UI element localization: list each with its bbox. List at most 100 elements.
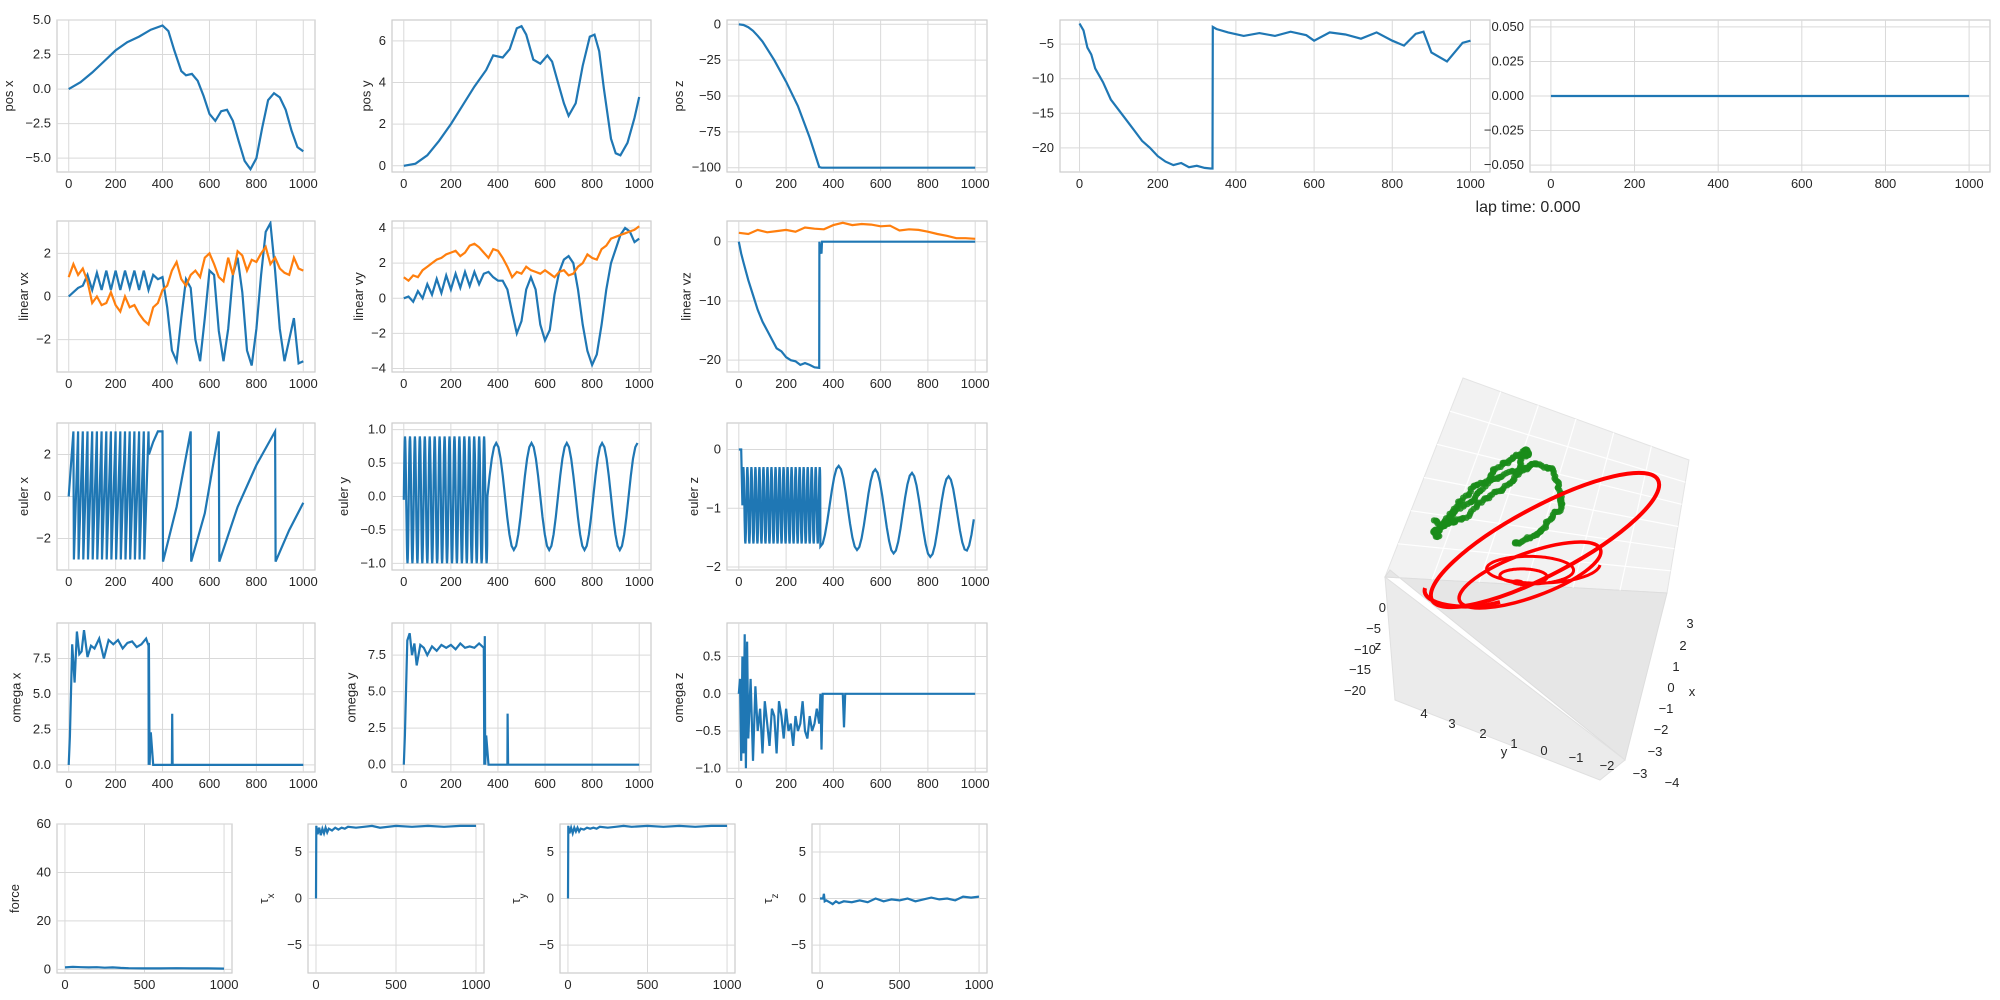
x-tick-label: 0	[400, 176, 407, 191]
y-tick-label: −2	[36, 531, 51, 546]
x-tick-label: 800	[246, 574, 268, 589]
pane-side	[1384, 575, 1626, 781]
x-tick-label: 800	[246, 376, 268, 391]
series-line-blue	[820, 893, 980, 906]
trajectory-red-line	[1422, 470, 1662, 610]
y-tick-label: −50	[699, 88, 721, 103]
chart-euly: 0 200 400 600 800 1000 −1.0 −0.5 0.0 0.5 1.0 euler …	[336, 422, 654, 589]
series-line-blue	[67, 629, 304, 766]
y-tick-label: 0	[44, 289, 51, 304]
y-tick-label: 0.025	[1491, 53, 1524, 68]
y-tick-label: −2	[36, 332, 51, 347]
y-tick-label: 2.5	[368, 720, 386, 735]
x-tick-label: 0	[65, 376, 72, 391]
x-tick-label: 600	[870, 376, 892, 391]
x-tick-label: 0	[735, 574, 742, 589]
y-axis-label: euler y	[336, 476, 351, 516]
x-tick-label-3d: 2	[1679, 638, 1686, 653]
y-axis-label: pos x	[1, 80, 16, 112]
x-axis-label-3d: x	[1689, 684, 1696, 699]
x-tick-label: 600	[199, 376, 221, 391]
y-tick-label: 0	[44, 961, 51, 976]
y-tick-label: 0	[714, 441, 721, 456]
x-tick-label: 500	[889, 977, 911, 992]
chart-eulx: 0 200 400 600 800 1000 −2 0 2 euler x	[16, 422, 318, 589]
y-tick-label: −0.025	[1484, 123, 1524, 138]
y-tick-label: 2	[379, 255, 386, 270]
y-tick-label: −20	[699, 352, 721, 367]
x-tick-label: 0	[735, 376, 742, 391]
y-tick-label-3d: −4	[1665, 775, 1680, 790]
y-tick-label: 2	[44, 447, 51, 462]
y-axis-label: euler x	[16, 476, 31, 516]
x-tick-label: 800	[917, 176, 939, 191]
y-tick-label: 0.000	[1491, 88, 1524, 103]
series-line-blue	[68, 24, 304, 172]
y-axis-label: linear vy	[351, 272, 366, 321]
series-line-blue	[314, 824, 476, 899]
y-axis-label: omega x	[9, 672, 24, 722]
x-tick-label-3d: −2	[1654, 722, 1669, 737]
z-tick-label: 0	[1379, 600, 1386, 615]
y-tick-label: 0	[714, 16, 721, 31]
x-tick-label: 800	[581, 776, 603, 791]
y-tick-label: 4	[379, 74, 386, 89]
x-tick-label: 200	[105, 376, 127, 391]
x-tick-label: 0	[735, 776, 742, 791]
y-tick-label: 7.5	[33, 650, 51, 665]
x-tick-label: 600	[1303, 176, 1325, 191]
y-tick-label: 2	[379, 116, 386, 131]
y-axis-label: force	[7, 884, 22, 913]
x-tick-label: 0	[400, 574, 407, 589]
y-tick-label: −15	[1032, 105, 1054, 120]
y-tick-label: −5	[287, 937, 302, 952]
x-tick-label: 400	[823, 776, 845, 791]
chart-eulz: 0 200 400 600 800 1000 0 −1 −2 euler z	[686, 422, 990, 589]
trajectory-tail	[1422, 587, 1501, 609]
y-tick-label: 5.0	[368, 684, 386, 699]
x-tick-label: 400	[152, 376, 174, 391]
y-tick-label: −5	[539, 937, 554, 952]
x-tick-label: 600	[534, 176, 556, 191]
x-tick-label: 1000	[462, 977, 491, 992]
y-tick-label: 0.0	[33, 757, 51, 772]
x-tick-label: 0	[735, 176, 742, 191]
y-tick-label: 5	[295, 844, 302, 859]
y-tick-label: 1.0	[368, 422, 386, 437]
x-tick-label: 800	[581, 376, 603, 391]
x-tick-label: 400	[487, 376, 509, 391]
y-tick-label: 0	[379, 158, 386, 173]
y-tick-label: 0.050	[1491, 19, 1524, 34]
y-tick-label: 2.5	[33, 721, 51, 736]
y-tick-label: 0	[714, 234, 721, 249]
y-axis-label: pos z	[671, 80, 686, 111]
series-line-blue	[67, 427, 305, 563]
y-axis-label: euler z	[686, 477, 701, 516]
x-tick-label: 800	[246, 776, 268, 791]
x-tick-label: 0	[65, 574, 72, 589]
y-tick-label: −0.050	[1484, 157, 1524, 172]
series-line-blue	[566, 824, 727, 899]
chart-omz: 0 200 400 600 800 1000 0.5 0.0 −0.5 −1.0 omega z	[671, 622, 990, 791]
y-tick-label: 0.0	[703, 686, 721, 701]
x-tick-label: 400	[1225, 176, 1247, 191]
y-tick-label: −5	[791, 937, 806, 952]
y-tick-label: −20	[1032, 140, 1054, 155]
x-tick-label: 800	[917, 574, 939, 589]
x-tick-label: 400	[487, 574, 509, 589]
x-tick-label: 800	[246, 176, 268, 191]
x-tick-label: 400	[823, 376, 845, 391]
y-tick-label: −2	[371, 325, 386, 340]
y-tick-label: 0	[547, 891, 554, 906]
x-tick-label: 800	[1875, 176, 1897, 191]
y-tick-label: 5	[547, 844, 554, 859]
x-tick-label: 1000	[713, 977, 742, 992]
lap-time-label: lap time: 0.000	[1476, 199, 1581, 216]
chart-posz-top: 0 200 400 600 800 1000 −5 −10 −15 −20	[1032, 19, 1491, 191]
x-tick-label: 200	[440, 376, 462, 391]
series-line-blue	[67, 221, 304, 366]
x-tick-label-3d: 0	[1667, 680, 1674, 695]
x-tick-label: 1000	[961, 776, 990, 791]
x-tick-label: 1000	[289, 574, 318, 589]
